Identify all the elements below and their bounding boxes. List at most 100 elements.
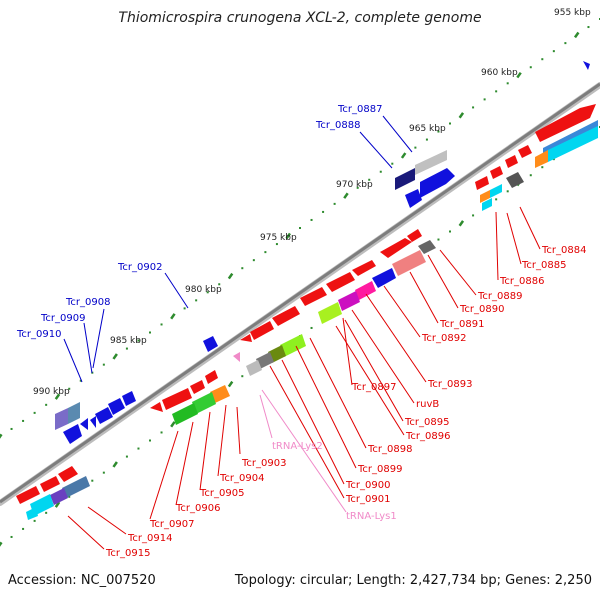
gene-block[interactable] xyxy=(280,334,306,357)
gene-label[interactable]: Tcr_0886 xyxy=(499,276,544,287)
gene-label[interactable]: Tcr_0898 xyxy=(367,444,412,455)
gene-label[interactable]: Tcr_0901 xyxy=(345,494,390,505)
gene-block[interactable] xyxy=(392,250,426,276)
gene-arrow[interactable] xyxy=(505,155,518,168)
map-title: Thiomicrospira crunogena XCL-2, complete… xyxy=(118,10,482,26)
gene-block[interactable] xyxy=(50,488,68,505)
gene-label[interactable]: Tcr_0905 xyxy=(199,488,244,499)
gene-label[interactable]: Tcr_0890 xyxy=(459,304,504,315)
gene-block[interactable] xyxy=(415,150,447,175)
gene-block[interactable] xyxy=(68,402,80,424)
gene-arrow[interactable] xyxy=(80,418,88,430)
minor-tick xyxy=(183,307,186,310)
gene-label[interactable]: Tcr_0907 xyxy=(149,519,194,530)
leader-line xyxy=(359,131,393,169)
major-tick xyxy=(573,31,580,39)
gene-label[interactable]: Tcr_0887 xyxy=(337,104,382,115)
minor-tick xyxy=(149,439,151,442)
gene-arrow[interactable] xyxy=(326,272,355,292)
gene-arrow[interactable] xyxy=(407,229,422,242)
gene-label[interactable]: Tcr_0899 xyxy=(357,464,402,475)
gene-arrow[interactable] xyxy=(63,424,82,444)
gene-label[interactable]: Tcr_0896 xyxy=(405,431,450,442)
gene-label[interactable]: Tcr_0914 xyxy=(127,533,172,544)
gene-arrow[interactable] xyxy=(205,370,218,384)
gene-block[interactable] xyxy=(172,403,198,425)
gene-label[interactable]: Tcr_0897 xyxy=(351,382,396,393)
gene-block[interactable] xyxy=(55,408,68,430)
gene-label[interactable]: Tcr_0910 xyxy=(16,329,61,340)
minor-tick xyxy=(564,42,567,45)
gene-arrow[interactable] xyxy=(40,476,60,492)
gene-arrow[interactable] xyxy=(240,334,252,342)
gene-block[interactable] xyxy=(192,392,216,414)
gene-label[interactable]: Tcr_0892 xyxy=(421,333,466,344)
gene-label[interactable]: tRNA-Lys1 xyxy=(346,511,397,522)
gene-label[interactable]: Tcr_0909 xyxy=(40,313,85,324)
gene-arrow[interactable] xyxy=(90,416,96,428)
gene-arrow[interactable] xyxy=(475,176,489,190)
gene-arrow[interactable] xyxy=(16,486,40,504)
gene-arrow[interactable] xyxy=(583,61,590,70)
gene-arrow[interactable] xyxy=(518,145,532,158)
gene-arrow[interactable] xyxy=(490,166,503,179)
gene-block[interactable] xyxy=(480,190,490,203)
gene-arrow[interactable] xyxy=(150,402,163,412)
gene-arrow[interactable] xyxy=(250,321,274,340)
gene-arrow[interactable] xyxy=(535,104,596,142)
gene-block[interactable] xyxy=(26,507,38,520)
gene-block[interactable] xyxy=(482,198,492,211)
gene-arrow[interactable] xyxy=(108,398,125,415)
gene-arrow[interactable] xyxy=(190,380,205,394)
minor-tick xyxy=(414,146,417,149)
gene-block[interactable] xyxy=(506,172,524,188)
gene-label[interactable]: Tcr_0895 xyxy=(404,417,449,428)
gene-arrow[interactable] xyxy=(352,260,376,276)
gene-label[interactable]: Tcr_0902 xyxy=(117,262,162,273)
gene-label[interactable]: Tcr_0906 xyxy=(175,503,220,514)
minor-tick xyxy=(206,291,209,294)
gene-block[interactable] xyxy=(418,240,436,254)
gene-label[interactable]: Tcr_0900 xyxy=(345,480,390,491)
gene-block[interactable] xyxy=(318,302,342,324)
gene-block[interactable] xyxy=(62,476,90,498)
gene-block[interactable] xyxy=(395,168,415,190)
gene-arrow[interactable] xyxy=(272,306,300,326)
gene-arrow[interactable] xyxy=(405,189,422,208)
gene-label[interactable]: Tcr_0893 xyxy=(427,379,472,390)
gene-label[interactable]: Tcr_0908 xyxy=(65,297,110,308)
gene-arrow[interactable] xyxy=(372,268,396,288)
gene-label[interactable]: Tcr_0904 xyxy=(219,473,264,484)
gene-arrow[interactable] xyxy=(122,391,136,406)
gene-label[interactable]: Tcr_0884 xyxy=(541,245,586,256)
gene-block[interactable] xyxy=(338,291,360,311)
gene-arrow[interactable] xyxy=(233,352,240,362)
gene-arrow[interactable] xyxy=(58,466,78,482)
gene-label[interactable]: tRNA-Lys2 xyxy=(272,441,323,452)
gene-block[interactable] xyxy=(246,360,262,376)
leader-line xyxy=(383,285,421,338)
gene-label[interactable]: Tcr_0889 xyxy=(477,291,522,302)
gene-arrow[interactable] xyxy=(95,407,113,424)
gene-arrow[interactable] xyxy=(420,168,455,198)
gene-label[interactable]: Tcr_0891 xyxy=(439,319,484,330)
gene-arrow[interactable] xyxy=(300,287,327,306)
gene-label[interactable]: Tcr_0915 xyxy=(105,548,150,559)
gene-block[interactable] xyxy=(548,126,598,162)
leader-line xyxy=(335,325,405,436)
gene-label[interactable]: ruvB xyxy=(416,399,439,410)
gene-label[interactable]: Tcr_0888 xyxy=(315,120,360,131)
gene-block[interactable] xyxy=(490,184,502,198)
leader-line xyxy=(309,337,367,449)
gene-label[interactable]: Tcr_0903 xyxy=(241,458,286,469)
gene-label[interactable]: Tcr_0885 xyxy=(521,260,566,271)
gene-block[interactable] xyxy=(210,385,230,403)
major-tick xyxy=(343,192,349,199)
gene-arrow[interactable] xyxy=(380,238,412,258)
leader-line xyxy=(382,115,413,153)
gene-arrow[interactable] xyxy=(162,388,192,410)
gene-block[interactable] xyxy=(256,352,274,369)
gene-block[interactable] xyxy=(355,281,376,300)
gene-block[interactable] xyxy=(535,150,548,168)
gene-arrow[interactable] xyxy=(203,336,218,352)
